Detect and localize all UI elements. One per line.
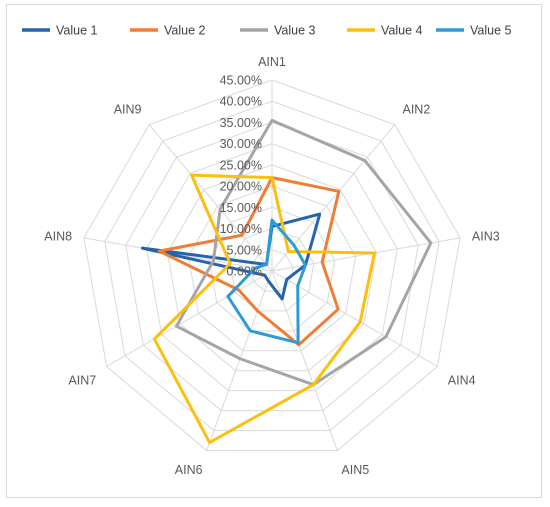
legend-label-1: Value 1 [56,24,98,38]
axis-label-ain1: AIN1 [258,55,286,69]
tick-label: 30.00% [220,137,262,151]
grid-ring [187,185,357,352]
grid-spoke [271,124,396,272]
grid-spoke [148,124,273,272]
series-line-1 [140,212,322,301]
grid-ring [83,79,461,451]
grid-spoke [206,270,273,451]
tick-label: 20.00% [220,180,262,194]
tick-label: 0.00% [227,265,262,279]
tick-label: 25.00% [220,158,262,172]
tick-label: 45.00% [220,74,262,88]
axis-labels: AIN1 AIN2 AIN3 AIN4 AIN5 AIN6 AIN7 AIN8 AIN9 [44,55,499,477]
series-layer [140,118,433,445]
grid-spoke [271,270,338,451]
legend: Value 1 Value 2 Value 3 Value 4 Value 5 [22,24,512,38]
grid-ring [250,249,294,292]
tick-label: 40.00% [220,95,262,109]
tick-labels: 0.00% 5.00% 10.00% 15.00% 20.00% 25.00% 30.00%… [220,74,262,279]
tick-label: 10.00% [220,222,262,236]
legend-label-4: Value 4 [381,24,423,38]
grid-ring [125,121,419,412]
legend-label-5: Value 5 [470,24,512,38]
grid-ring [146,143,398,392]
axis-label-ain9: AIN9 [114,102,142,116]
axis-label-ain5: AIN5 [341,463,369,477]
axis-label-ain8: AIN8 [44,230,72,244]
grid-ring [104,100,440,432]
axis-label-ain3: AIN3 [472,230,500,244]
series-line-5 [226,218,307,345]
axis-label-ain6: AIN6 [175,463,203,477]
series-line-4 [152,173,376,445]
tick-label: 5.00% [227,243,262,257]
grid [83,79,461,451]
series-line-2 [157,176,341,347]
grid-spoke [271,270,438,367]
tick-label: 15.00% [220,201,262,215]
axis-label-ain4: AIN4 [448,374,476,388]
axis-label-ain2: AIN2 [402,102,430,116]
legend-label-3: Value 3 [274,24,316,38]
tick-label: 35.00% [220,116,262,130]
grid-spoke [106,270,273,367]
axis-label-ain7: AIN7 [68,374,96,388]
legend-label-2: Value 2 [164,24,206,38]
grid-spoke [83,237,273,272]
